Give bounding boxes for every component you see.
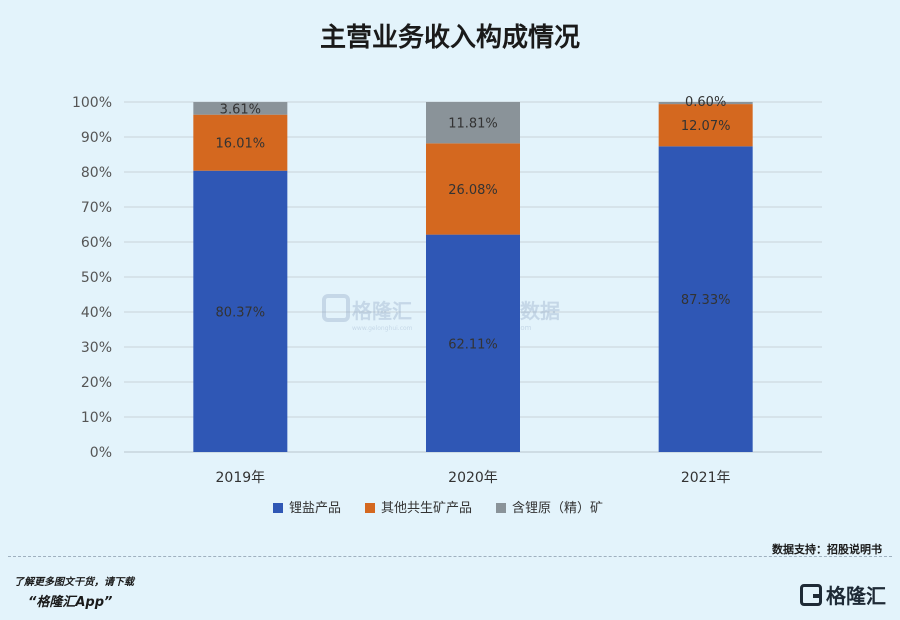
data-label: 3.61% (220, 102, 261, 117)
y-tick-label: 40% (81, 305, 112, 321)
y-tick-label: 0% (90, 445, 112, 461)
y-tick-label: 60% (81, 235, 112, 251)
legend-entry: 其他共生矿产品 (381, 501, 472, 516)
data-label: 12.07% (681, 119, 731, 134)
data-label: 87.33% (681, 293, 731, 308)
legend: 锂盐产品 其他共生矿产品 含锂原（精）矿 (273, 500, 603, 516)
y-tick-label: 50% (81, 270, 112, 286)
legend-entry: 锂盐产品 (289, 501, 341, 516)
legend-swatch (496, 503, 506, 513)
y-tick-label: 10% (81, 410, 112, 426)
y-tick-label: 100% (72, 95, 112, 111)
bar-segment (426, 143, 520, 235)
y-tick-label: 90% (81, 130, 112, 146)
brand-logo: 格隆汇 (800, 580, 886, 609)
x-category-label: 2020年 (448, 470, 498, 486)
bar-segment (193, 170, 288, 452)
chart-title: 主营业务收入构成情况 (320, 23, 580, 53)
data-labels: 80.37% 16.01% 3.61% 62.11% 26.08% 11.81% 87.33… (216, 95, 731, 352)
y-tick-label: 20% (81, 375, 112, 391)
y-tick-label: 80% (81, 165, 112, 181)
data-label: 11.81% (448, 117, 498, 132)
stacked-bar-chart: 主营业务收入构成情况 0% 10% 20% 30% 40% 50% 60% 70% 80% 90%… (72, 23, 822, 516)
x-category-label: 2019年 (216, 470, 266, 486)
data-label: 26.08% (448, 183, 498, 198)
bar-segment (658, 146, 753, 452)
bar-segment (658, 102, 753, 105)
legend-swatch (365, 503, 375, 513)
data-label: 62.11% (448, 337, 498, 352)
data-label: 16.01% (216, 137, 266, 152)
bar-segment (658, 104, 753, 147)
promo-line-1: 了解更多图文干货，请下载 (14, 577, 134, 588)
data-label: 0.60% (685, 95, 726, 110)
watermark-url1: www.gelonghui.com (352, 325, 413, 332)
y-axis-ticks: 0% 10% 20% 30% 40% 50% 60% 70% 80% 90% 100% (72, 95, 112, 461)
brand-logo-icon (800, 583, 822, 606)
x-category-label: 2021年 (681, 470, 731, 486)
watermark-logo-icon (322, 294, 350, 322)
bar-segment (426, 102, 520, 144)
x-axis-categories: 2019年 2020年 2021年 (216, 470, 731, 486)
brand-name: 格隆汇 (826, 584, 886, 608)
data-source: 数据支持：招股说明书 (772, 543, 882, 556)
y-tick-label: 70% (81, 200, 112, 216)
bar-segment (426, 234, 520, 452)
bar-segment (193, 114, 288, 171)
watermark-name: 格隆汇 (352, 299, 412, 323)
bar-segment (193, 102, 288, 115)
legend-entry: 含锂原（精）矿 (512, 500, 603, 516)
y-tick-label: 30% (81, 340, 112, 356)
bars (193, 102, 753, 452)
footer-divider (8, 556, 892, 557)
data-label: 80.37% (216, 305, 266, 320)
legend-swatch (273, 503, 283, 513)
promo-line-2: “格隆汇App” (28, 595, 113, 610)
